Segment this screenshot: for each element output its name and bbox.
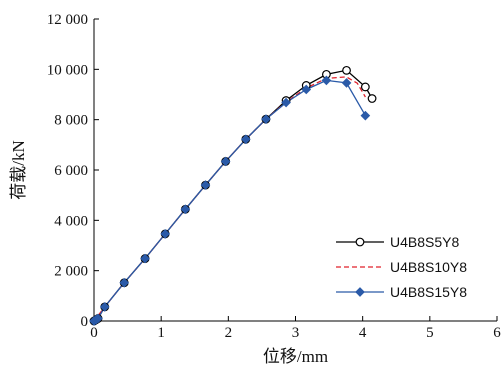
data-point-u4b8s15y8 xyxy=(180,204,191,215)
legend-label-u4b8s10y8: U4B8S10Y8 xyxy=(390,259,467,275)
x-tick-label: 6 xyxy=(493,325,501,341)
y-tick-label: 8 000 xyxy=(54,113,88,129)
data-point-u4b8s15y8 xyxy=(93,313,103,324)
legend-label-u4b8s5y8: U4B8S5Y8 xyxy=(390,234,459,250)
y-tick-label: 10 000 xyxy=(47,62,88,78)
data-point-u4b8s15y8 xyxy=(341,78,352,88)
x-tick-label: 3 xyxy=(292,325,300,341)
data-point-u4b8s15y8 xyxy=(160,229,171,239)
y-tick-label: 6 000 xyxy=(54,163,88,179)
y-tick-label: 2 000 xyxy=(54,264,88,280)
axes: 0 1 2 3 4 5 6 0 2 000 4 000 6 000 8 000 10 000 12 000 xyxy=(47,12,502,341)
legend-marker-u4b8s15y8 xyxy=(355,287,365,297)
data-point-u4b8s15y8 xyxy=(220,156,231,167)
series-layer xyxy=(89,65,377,326)
data-point-u4b8s15y8 xyxy=(261,114,271,124)
data-point-u4b8s15y8 xyxy=(140,253,150,264)
x-tick-label: 1 xyxy=(157,325,165,341)
data-point-u4b8s15y8 xyxy=(301,84,312,95)
y-axis-title: 荷载/kN xyxy=(9,140,28,200)
series-line-u4b8s15y8 xyxy=(93,79,366,322)
legend: U4B8S5Y8 U4B8S10Y8 U4B8S15Y8 xyxy=(336,234,467,300)
legend-label-u4b8s15y8: U4B8S15Y8 xyxy=(390,284,467,300)
data-point-u4b8s15y8 xyxy=(360,110,371,121)
x-tick-label: 4 xyxy=(359,325,367,341)
x-tick-label: 5 xyxy=(426,325,434,341)
data-point-u4b8s15y8 xyxy=(200,180,211,190)
x-axis-title: 位移/mm xyxy=(263,347,328,366)
data-point-u4b8s15y8 xyxy=(119,277,130,288)
y-tick-label: 0 xyxy=(81,314,89,330)
data-point-u4b8s5y8 xyxy=(360,82,370,92)
x-tick-label: 2 xyxy=(225,325,233,341)
data-point-u4b8s15y8 xyxy=(99,302,110,312)
data-point-u4b8s5y8 xyxy=(342,65,351,75)
y-tick-label: 4 000 xyxy=(54,213,88,229)
data-point-u4b8s15y8 xyxy=(281,97,291,108)
series-line-u4b8s5y8 xyxy=(93,69,373,322)
legend-marker-u4b8s5y8 xyxy=(355,237,365,247)
series-line-u4b8s10y8 xyxy=(93,76,366,322)
x-tick-label: 0 xyxy=(90,325,98,341)
data-point-u4b8s5y8 xyxy=(367,94,377,103)
data-point-u4b8s15y8 xyxy=(240,134,251,145)
y-tick-label: 12 000 xyxy=(47,12,88,28)
data-point-u4b8s15y8 xyxy=(321,75,332,86)
